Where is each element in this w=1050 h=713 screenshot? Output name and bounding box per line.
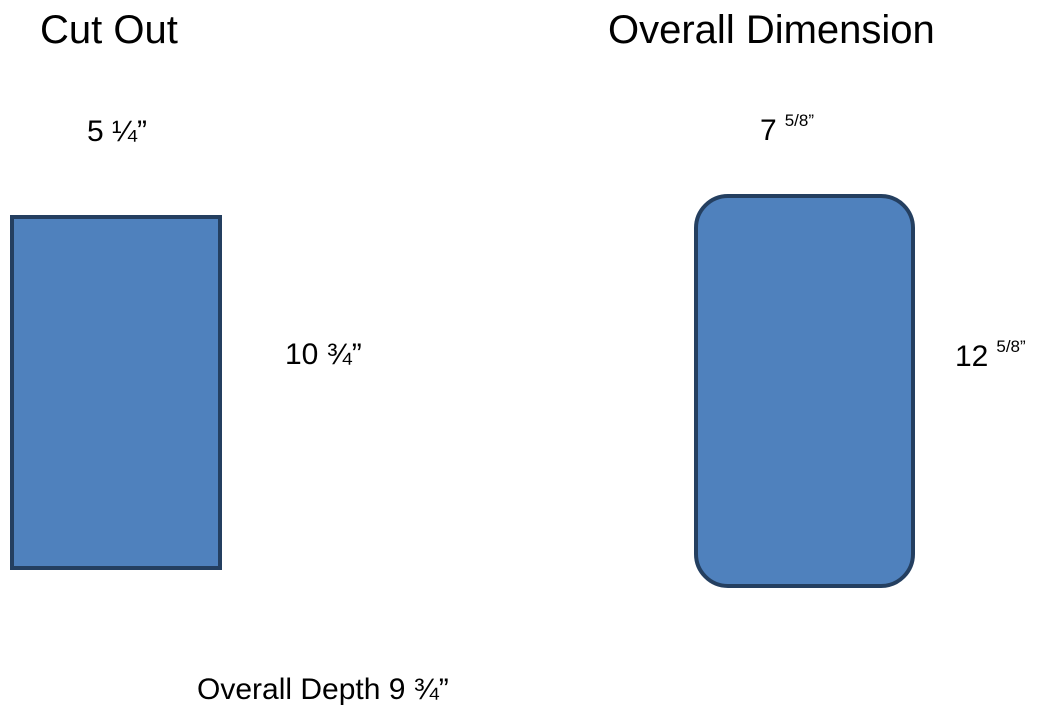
overall-depth-label: Overall Depth 9 ¾”: [197, 673, 449, 706]
overall-height-main: 12: [955, 340, 989, 373]
cutout-height-label: 10 ¾”: [285, 338, 362, 371]
cutout-title: Cut Out: [40, 8, 178, 52]
overall-height-fraction: 5/8”: [996, 337, 1026, 356]
overall-width-fraction: 5/8”: [784, 111, 814, 130]
overall-height-label: 12 5/8”: [955, 338, 1026, 373]
overall-rounded-rectangle: [694, 194, 915, 588]
cutout-width-label: 5 ¼”: [87, 115, 148, 148]
overall-width-main: 7: [760, 114, 777, 147]
overall-width-label: 7 5/8”: [760, 112, 814, 147]
cutout-rectangle: [10, 215, 222, 570]
overall-title: Overall Dimension: [608, 8, 935, 52]
